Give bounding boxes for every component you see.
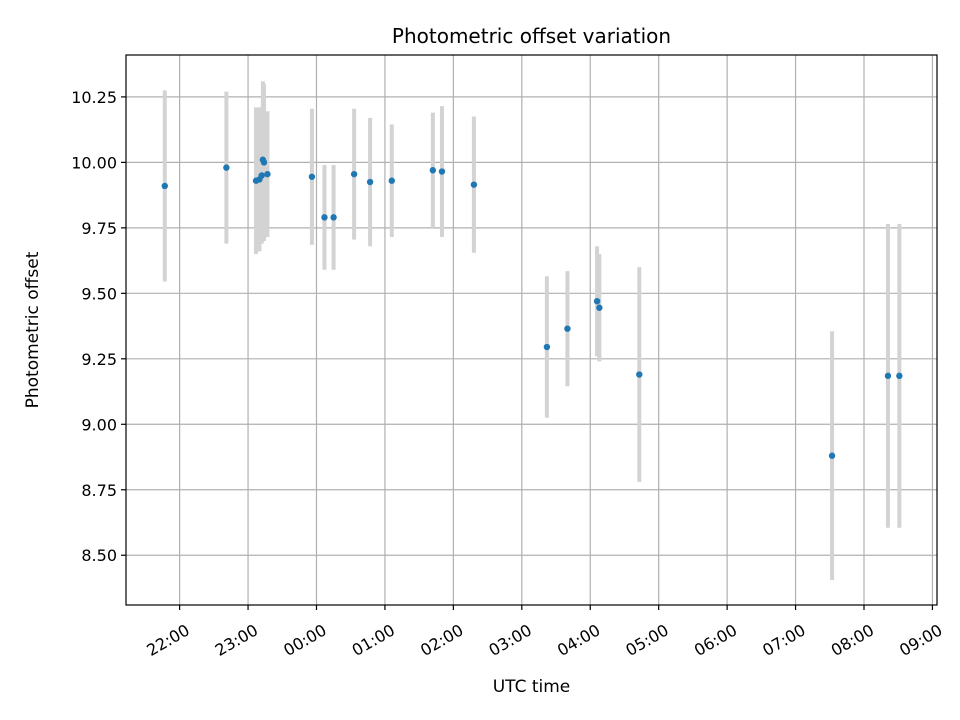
data-point bbox=[828, 452, 836, 459]
chart-title: Photometric offset variation bbox=[392, 24, 671, 48]
data-point bbox=[366, 178, 374, 186]
y-tick-label: 8.75 bbox=[81, 481, 117, 500]
data-point bbox=[264, 170, 271, 178]
data-point bbox=[438, 168, 446, 175]
data-point bbox=[636, 371, 643, 378]
data-point bbox=[429, 167, 437, 174]
x-tick-label: 23:00 bbox=[212, 620, 261, 660]
x-tick-label: 00:00 bbox=[280, 620, 329, 660]
x-tick-label: 08:00 bbox=[828, 620, 877, 660]
y-tick-label: 10.00 bbox=[71, 153, 117, 172]
x-tick-label: 05:00 bbox=[622, 620, 671, 660]
x-tick-label: 07:00 bbox=[759, 620, 808, 660]
data-point bbox=[321, 214, 328, 221]
x-tick-label: 04:00 bbox=[554, 620, 603, 660]
x-axis-title: UTC time bbox=[493, 677, 571, 697]
y-tick-label: 9.50 bbox=[81, 284, 117, 303]
data-point bbox=[161, 182, 168, 190]
x-tick-label: 01:00 bbox=[349, 620, 398, 660]
data-point bbox=[258, 172, 265, 179]
data-point bbox=[896, 372, 903, 380]
data-point bbox=[223, 164, 230, 171]
x-axis: 22:00 23:00 00:00 01:00 02:00 03:00 04:00 05:00… bbox=[143, 605, 946, 660]
data-point bbox=[260, 159, 268, 166]
data-point bbox=[330, 214, 337, 221]
x-tick-label: 02:00 bbox=[417, 620, 466, 660]
data-point bbox=[596, 304, 603, 311]
data-point bbox=[543, 343, 551, 351]
x-tick-label: 03:00 bbox=[486, 620, 535, 660]
data-point bbox=[564, 325, 571, 332]
error-bars bbox=[162, 81, 902, 581]
data-point bbox=[884, 372, 892, 380]
y-tick-label: 9.00 bbox=[81, 415, 117, 434]
y-axis: 8.50 8.75 9.00 9.25 9.50 9.75 10.00 10.25 bbox=[71, 88, 126, 565]
data-points bbox=[161, 156, 903, 459]
y-axis-title: Photometric offset bbox=[23, 251, 43, 408]
x-tick-label: 06:00 bbox=[691, 620, 740, 660]
data-point bbox=[388, 177, 395, 184]
y-tick-label: 9.25 bbox=[81, 350, 117, 369]
y-tick-label: 10.25 bbox=[71, 88, 117, 107]
x-tick-label: 22:00 bbox=[143, 620, 192, 660]
y-tick-label: 8.50 bbox=[81, 546, 117, 565]
data-point bbox=[350, 170, 358, 178]
y-tick-label: 9.75 bbox=[81, 219, 117, 238]
data-point bbox=[593, 297, 601, 305]
data-point bbox=[470, 181, 478, 188]
grid bbox=[126, 55, 937, 605]
x-tick-label: 09:00 bbox=[896, 620, 945, 660]
plot-frame bbox=[125, 54, 938, 606]
data-point bbox=[308, 173, 316, 180]
